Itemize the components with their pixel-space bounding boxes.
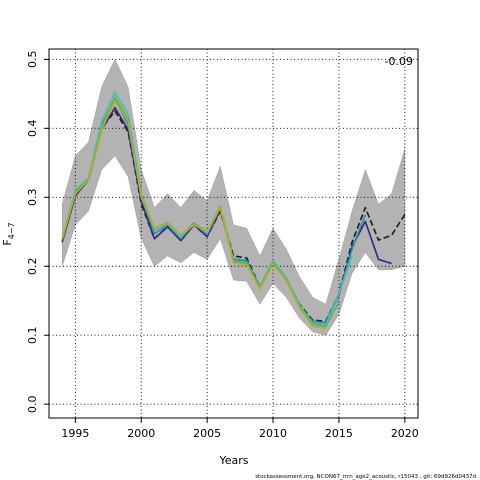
series-line-4 [61,91,353,325]
x-axis-title: Years [218,454,248,467]
y-tick-label: 0.4 [26,120,39,138]
y-axis-title-subscript: 4−7 [7,222,16,239]
y-axis: 0.0 0.1 0.2 0.3 0.4 0.5 [26,51,49,413]
footer-text: stockassessment.org, NCON67_rrrn_age2_ac… [255,474,476,480]
y-tick-label: 0.2 [26,258,39,276]
x-tick-label: 2005 [193,427,221,440]
x-tick-label: 2020 [391,427,419,440]
x-tick-label: 2010 [259,427,287,440]
x-tick-label: 2015 [325,427,353,440]
annotation-label: -0.09 [385,55,413,68]
series-line-1 [61,110,406,323]
series-line-6 [61,99,326,330]
y-tick-label: 0.5 [26,51,39,69]
x-axis: 1995 2000 2005 2010 2015 2020 [61,418,419,440]
y-tick-label: 0.1 [26,326,39,344]
series-layer [61,91,406,330]
y-axis-title: F4−7 [1,222,16,245]
y-tick-label: 0.0 [26,395,39,413]
y-tick-label: 0.3 [26,189,39,207]
y-axis-title-main: F [1,239,14,245]
x-tick-label: 2000 [127,427,155,440]
x-tick-label: 1995 [61,427,89,440]
plot-frame [48,48,419,419]
